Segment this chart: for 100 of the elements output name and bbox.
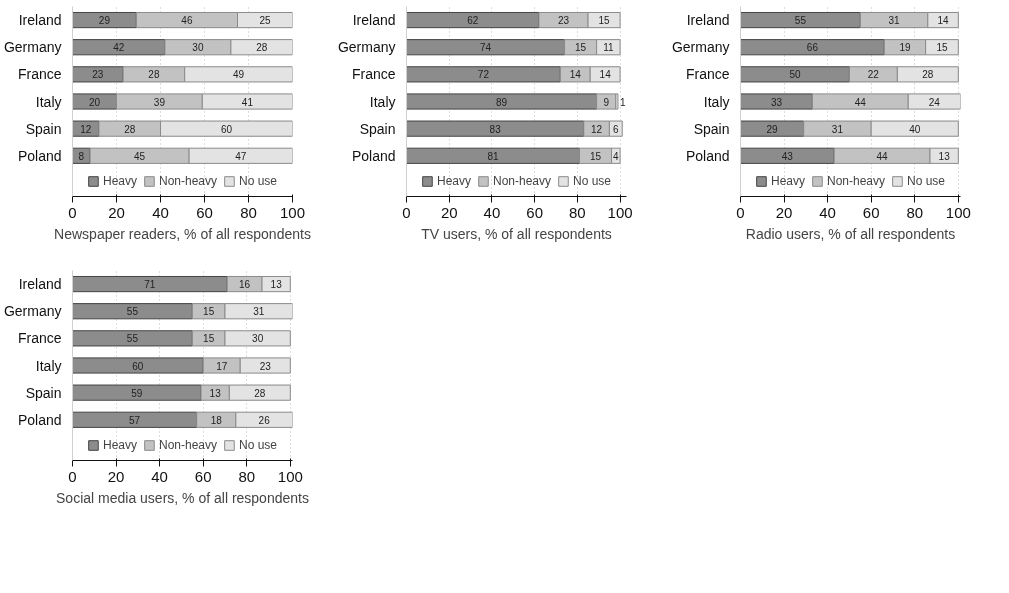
y-tick-label: Ireland bbox=[18, 276, 62, 293]
data-label: 31 bbox=[253, 306, 265, 318]
data-label: 1 bbox=[619, 96, 626, 108]
data-label: 71 bbox=[144, 279, 156, 291]
x-tick-label: 100 bbox=[607, 203, 633, 221]
y-tick-label: Italy bbox=[35, 357, 62, 374]
data-label: 15 bbox=[936, 42, 948, 54]
data-label: 15 bbox=[589, 150, 602, 162]
x-tick-label: 80 bbox=[906, 203, 924, 221]
x-tick-label: 20 bbox=[107, 467, 125, 485]
x-axis-title: Radio users, % of all respondents bbox=[745, 225, 956, 242]
legend-label: Heavy bbox=[770, 174, 805, 188]
data-label: 33 bbox=[770, 96, 783, 108]
legend-label: Heavy bbox=[102, 438, 137, 452]
y-tick-label: France bbox=[17, 330, 62, 347]
x-tick-label: 40 bbox=[819, 203, 836, 221]
x-tick-label: 40 bbox=[152, 203, 169, 221]
data-label: 14 bbox=[937, 15, 950, 27]
y-tick-label: Spain bbox=[25, 120, 62, 137]
x-tick-label: 40 bbox=[151, 467, 168, 485]
data-label: 20 bbox=[88, 96, 101, 108]
x-tick-label: 80 bbox=[569, 203, 586, 221]
y-tick-label: Germany bbox=[337, 39, 396, 56]
data-label: 13 bbox=[270, 279, 283, 291]
data-label: 44 bbox=[854, 96, 867, 108]
x-tick-label: 60 bbox=[862, 203, 880, 221]
y-tick-label: Spain bbox=[25, 384, 62, 401]
x-axis-title: Social media users, % of all respondents bbox=[56, 489, 309, 506]
x-tick-label: 60 bbox=[196, 203, 213, 221]
data-label: 12 bbox=[80, 123, 92, 135]
data-label: 50 bbox=[789, 69, 801, 81]
data-label: 4 bbox=[613, 150, 620, 162]
data-label: 30 bbox=[252, 333, 264, 345]
x-tick-label: 0 bbox=[68, 467, 77, 485]
data-label: 22 bbox=[867, 69, 880, 81]
data-label: 57 bbox=[129, 414, 141, 426]
x-tick-label: 60 bbox=[194, 467, 212, 485]
data-label: 15 bbox=[575, 42, 587, 54]
data-label: 74 bbox=[479, 42, 492, 54]
data-label: 28 bbox=[148, 69, 160, 81]
data-label: 23 bbox=[259, 360, 272, 372]
data-label: 15 bbox=[598, 15, 611, 27]
legend-label: Non-heavy bbox=[492, 174, 552, 188]
data-label: 40 bbox=[909, 123, 921, 135]
x-axis-title: TV users, % of all respondents bbox=[421, 225, 612, 242]
data-label: 66 bbox=[806, 42, 819, 54]
legend-label: Non-heavy bbox=[158, 174, 218, 188]
data-label: 28 bbox=[124, 123, 136, 135]
x-tick-label: 20 bbox=[108, 203, 125, 221]
data-label: 29 bbox=[98, 15, 111, 27]
data-label: 49 bbox=[233, 69, 245, 81]
data-label: 25 bbox=[259, 15, 271, 27]
data-label: 13 bbox=[209, 387, 222, 399]
data-label: 31 bbox=[831, 123, 844, 135]
data-label: 8 bbox=[78, 150, 85, 162]
y-tick-label: Germany bbox=[3, 39, 62, 56]
data-label: 14 bbox=[599, 69, 612, 81]
legend-label: No use bbox=[573, 174, 612, 188]
y-tick-label: Poland bbox=[351, 147, 396, 164]
legend-label: Non-heavy bbox=[158, 438, 218, 452]
x-tick-label: 100 bbox=[945, 203, 971, 221]
data-label: 60 bbox=[132, 360, 144, 372]
data-label: 55 bbox=[126, 333, 139, 345]
legend-label: No use bbox=[239, 438, 278, 452]
data-label: 17 bbox=[216, 360, 228, 372]
y-tick-label: Italy bbox=[35, 93, 62, 110]
y-tick-label: France bbox=[351, 66, 396, 83]
y-tick-label: France bbox=[685, 66, 730, 83]
data-label: 18 bbox=[210, 414, 223, 426]
data-label: 47 bbox=[235, 150, 247, 162]
y-tick-label: France bbox=[17, 66, 62, 83]
legend-label: Heavy bbox=[436, 174, 471, 188]
data-label: 26 bbox=[258, 414, 271, 426]
data-label: 41 bbox=[241, 96, 254, 108]
data-label: 16 bbox=[239, 279, 251, 291]
data-label: 23 bbox=[92, 69, 104, 81]
x-tick-label: 20 bbox=[440, 203, 458, 221]
legend-label: Non-heavy bbox=[826, 174, 886, 188]
x-tick-label: 100 bbox=[279, 203, 306, 221]
x-tick-label: 0 bbox=[68, 203, 77, 221]
x-tick-label: 40 bbox=[483, 203, 501, 221]
data-label: 46 bbox=[181, 15, 193, 27]
y-tick-label: Spain bbox=[693, 120, 730, 137]
y-tick-label: Ireland bbox=[686, 12, 730, 29]
legend-label: No use bbox=[907, 174, 946, 188]
legend-label: Heavy bbox=[102, 174, 137, 188]
x-tick-label: 100 bbox=[277, 467, 303, 485]
y-tick-label: Germany bbox=[671, 39, 730, 56]
data-label: 23 bbox=[557, 15, 570, 27]
x-tick-label: 0 bbox=[736, 203, 745, 221]
data-label: 43 bbox=[781, 150, 794, 162]
data-label: 45 bbox=[134, 150, 146, 162]
data-label: 62 bbox=[467, 15, 479, 27]
data-label: 59 bbox=[131, 387, 143, 399]
data-label: 81 bbox=[487, 150, 499, 162]
y-tick-label: Spain bbox=[359, 120, 396, 137]
x-axis-title: Newspaper readers, % of all respondents bbox=[54, 225, 311, 242]
data-label: 11 bbox=[603, 42, 614, 54]
data-label: 30 bbox=[192, 42, 204, 54]
data-label: 13 bbox=[938, 150, 951, 162]
